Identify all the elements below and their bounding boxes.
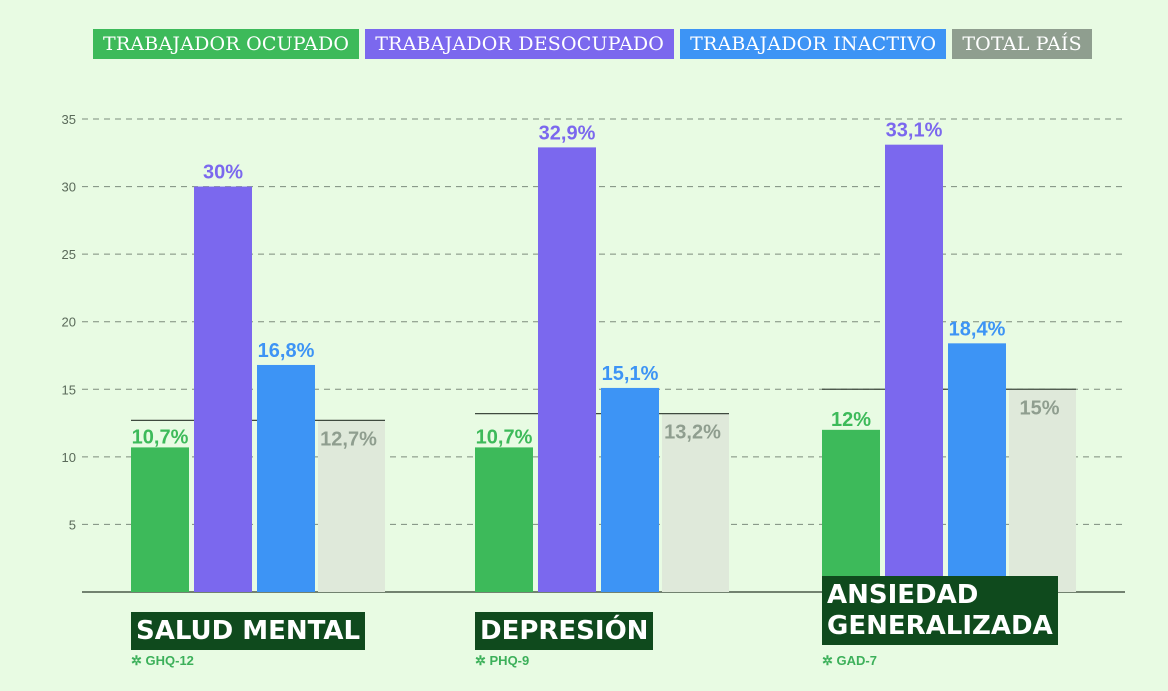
- bar-value-label: 10,7%: [132, 426, 189, 448]
- bar-value-label: 15%: [1019, 397, 1059, 419]
- bar-trabajador-ocupado: [475, 447, 533, 592]
- bar-total-pais: [1009, 389, 1076, 592]
- bar-total-pais: [662, 413, 729, 592]
- y-tick-label: 20: [62, 315, 76, 330]
- bar-value-label: 12%: [831, 409, 871, 431]
- bar-trabajador-desocupado: [885, 144, 943, 593]
- legend-item: TRABAJADOR DESOCUPADO: [365, 29, 675, 59]
- y-tick-label: 10: [62, 450, 76, 465]
- group-title: ANSIEDAD GENERALIZADA: [822, 576, 1058, 645]
- group-scale-note: ✲ PHQ-9: [475, 653, 530, 668]
- group-title: DEPRESIÓN: [475, 612, 654, 650]
- bar-value-label: 32,9%: [539, 122, 596, 144]
- bar-value-label: 16,8%: [258, 340, 315, 362]
- bar-trabajador-inactivo: [257, 364, 315, 592]
- group-scale-note: ✲ GHQ-12: [131, 653, 194, 668]
- legend-item: TRABAJADOR OCUPADO: [93, 29, 360, 59]
- bar-value-label: 30%: [203, 162, 243, 184]
- bar-trabajador-inactivo: [948, 343, 1006, 592]
- bar-value-label: 33,1%: [886, 120, 943, 142]
- bar-total-pais: [318, 420, 385, 592]
- y-tick-label: 35: [62, 112, 76, 127]
- bar-trabajador-ocupado: [131, 447, 189, 592]
- bar-value-label: 13,2%: [664, 422, 721, 444]
- bar-trabajador-inactivo: [601, 387, 659, 592]
- bar-value-label: 18,4%: [949, 318, 1006, 340]
- legend: TRABAJADOR OCUPADO TRABAJADOR DESOCUPADO T…: [93, 29, 1092, 59]
- y-tick-label: 30: [62, 180, 76, 195]
- group-scale-note: ✲ GAD-7: [822, 653, 877, 668]
- y-tick-label: 5: [69, 517, 76, 532]
- y-tick-label: 25: [62, 247, 76, 262]
- bar-value-label: 10,7%: [476, 426, 533, 448]
- group-title: SALUD MENTAL: [131, 612, 366, 650]
- bar-trabajador-ocupado: [822, 429, 880, 592]
- bar-trabajador-desocupado: [194, 186, 252, 593]
- legend-item: TRABAJADOR INACTIVO: [680, 29, 947, 59]
- bar-trabajador-desocupado: [538, 147, 596, 592]
- legend-item: TOTAL PAÍS: [952, 29, 1092, 59]
- bar-value-label: 12,7%: [320, 428, 377, 450]
- y-tick-label: 15: [62, 382, 76, 397]
- bar-value-label: 15,1%: [602, 363, 659, 385]
